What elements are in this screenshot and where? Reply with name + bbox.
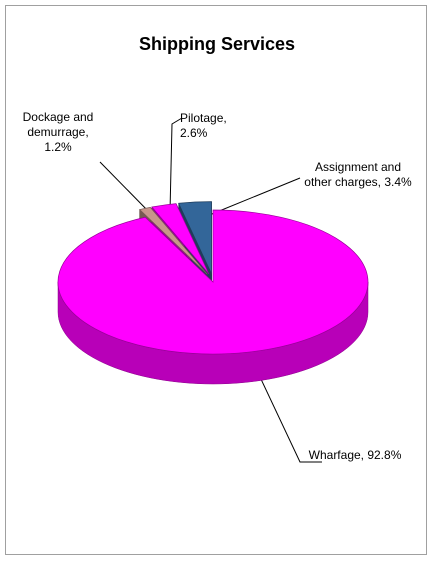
pie-slice bbox=[151, 203, 210, 275]
leader-lines bbox=[99, 117, 322, 463]
pie-tops bbox=[57, 201, 369, 355]
pie-slice bbox=[178, 201, 212, 274]
leader-line bbox=[169, 117, 183, 213]
leader-line bbox=[251, 359, 322, 463]
data-label: Assignment and other charges, 3.4% bbox=[304, 160, 412, 189]
pie-slice bbox=[57, 209, 369, 355]
chart-title: Shipping Services bbox=[138, 34, 296, 54]
chart-frame bbox=[5, 5, 427, 555]
leader-line bbox=[206, 177, 301, 217]
pie-slice bbox=[138, 206, 208, 275]
data-label: Pilotage, 2.6% bbox=[180, 111, 227, 140]
data-label: Wharfage, 92.8% bbox=[308, 448, 402, 462]
leader-line bbox=[99, 161, 153, 216]
data-label: Dockage and demurrage, 1.2% bbox=[22, 110, 94, 154]
